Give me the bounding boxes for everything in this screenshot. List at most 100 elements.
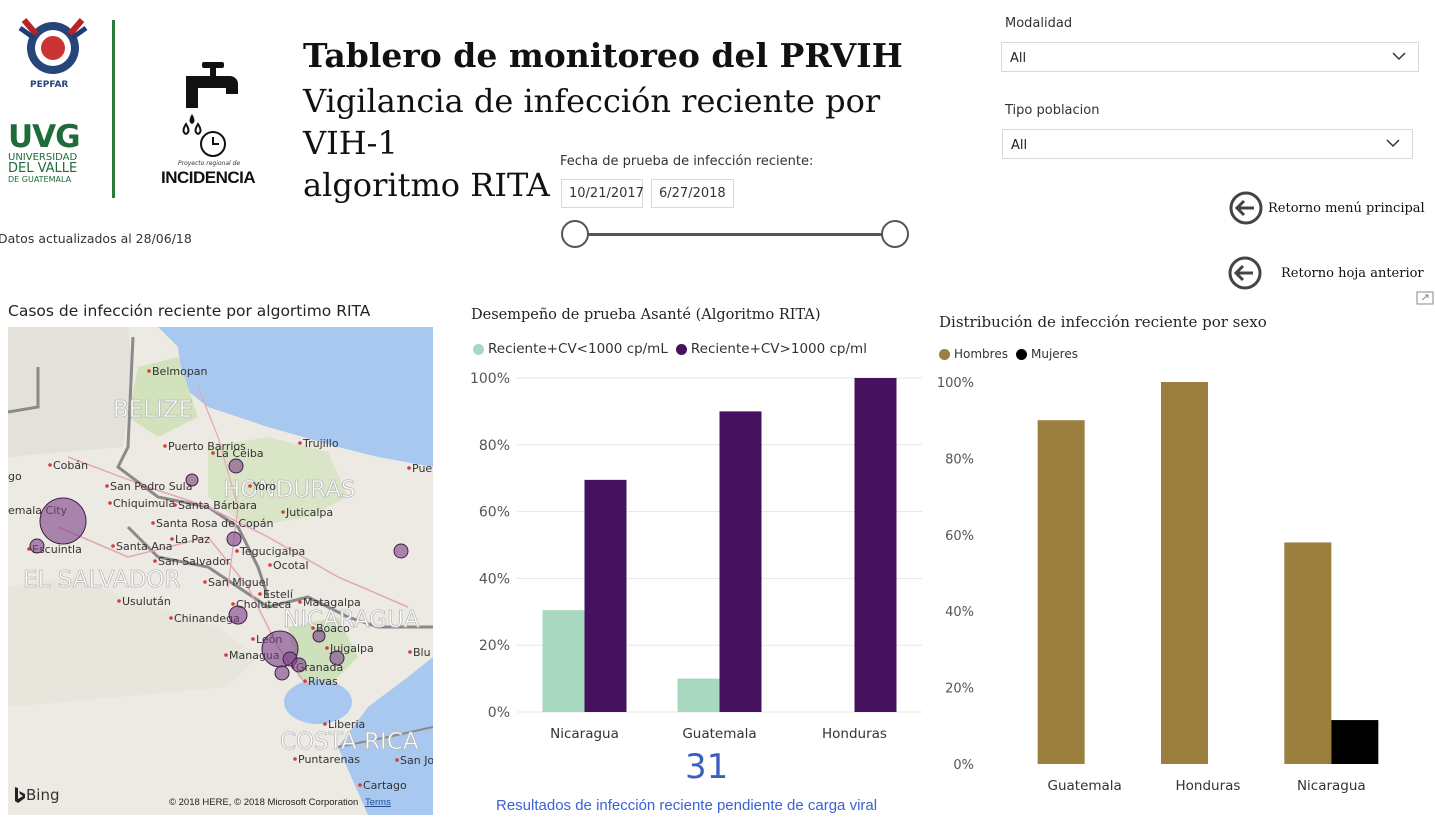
map-bubble[interactable] [291,657,307,673]
map-city-label: San Miguel [208,576,269,589]
map-city-label: Choluteca [236,598,291,611]
arrow-left-circle-icon [1229,191,1263,225]
y-tick-label: 80% [945,452,974,467]
legend-item[interactable]: Hombres [939,347,1008,361]
map-terms-link[interactable]: Terms [364,797,391,808]
bar[interactable] [1037,420,1085,764]
map-city-label: Santa Ana [116,540,172,553]
arrow-left-circle-icon [1228,256,1262,290]
y-tick-label: 20% [479,638,510,654]
legend-item[interactable]: Reciente+CV>1000 cp/ml [675,341,867,357]
uvg-line2: DEL VALLE [8,161,78,176]
map-city-label: go [8,470,22,483]
map-bubble[interactable] [329,650,345,666]
map-city-label: Puntarenas [298,753,360,766]
map-city-dot [170,537,174,541]
map-city-label: Belmopan [152,365,208,378]
map-city-label: Chinandega [174,612,240,625]
bar[interactable] [1331,720,1379,764]
map-city-label: San Jo [400,754,433,767]
map-city-dot [224,653,228,657]
y-tick-label: 80% [479,438,510,454]
map-city-label: La Paz [175,533,210,546]
date-slicer-label: Fecha de prueba de infección reciente: [560,154,814,169]
return-main-menu-button[interactable]: Retorno menú principal [1228,190,1425,226]
map-city-dot [235,549,239,553]
map-bubble[interactable] [312,629,326,643]
bar[interactable] [542,610,585,712]
return-previous-sheet-button[interactable]: Retorno hoja anterior [1227,255,1424,291]
map-bubble[interactable] [393,543,409,559]
y-tick-label: 100% [937,376,974,391]
map-country-label: BELIZE [113,397,193,423]
modalidad-dropdown[interactable]: All [1001,42,1419,72]
uvg-text: UVG [8,119,81,155]
map-city-label: Cartago [363,779,407,792]
date-to-input[interactable]: 6/27/2018 [651,179,734,208]
map-city-dot [293,757,297,761]
legend-swatch [939,348,950,360]
map-city-dot [48,463,52,467]
bar[interactable] [584,479,627,712]
date-range-start-handle[interactable] [561,220,589,248]
perf-chart[interactable]: 0% 20% 40% 60% 80% 100% Nicaragua Guatemala Hond… [466,362,932,747]
bar[interactable] [677,678,720,712]
map-country-label: HONDURAS [223,477,356,503]
date-range-track[interactable] [575,233,896,236]
date-range-end-handle[interactable] [881,220,909,248]
y-tick-label: 0% [953,758,974,773]
map-bubble[interactable] [185,473,199,487]
map-city-dot [298,600,302,604]
bar[interactable] [719,411,762,712]
faucet-icon [182,62,238,157]
perf-chart-title: Desempeño de prueba Asanté (Algoritmo RI… [471,307,821,323]
map-city-dot [298,441,302,445]
bing-icon [15,787,25,803]
uvg-logo: UVG UNIVERSIDAD DEL VALLE DE GUATEMALA [8,122,98,197]
map-city-dot [105,484,109,488]
map-city-label: Matagalpa [303,596,361,609]
map-city-label: Liberia [328,718,365,731]
map-city-label: Rivas [308,675,338,688]
map-city-label: Estelí [263,588,294,601]
map-city-dot [108,501,112,505]
sex-chart-title: Distribución de infección reciente por s… [939,313,1267,331]
map-city-dot [251,637,255,641]
date-from-input[interactable]: 10/21/2017 [561,179,644,208]
bar[interactable] [854,378,897,712]
map-city-dot [358,783,362,787]
legend-item[interactable]: Reciente+CV<1000 cp/mL [473,341,668,357]
y-tick-label: 60% [945,529,974,544]
subtitle-line1: Vigilancia de infección reciente por VIH… [303,82,881,162]
map-city-dot [408,650,412,654]
map-bubble[interactable] [39,497,87,545]
chevron-down-icon [1386,139,1400,148]
sex-chart[interactable]: 0% 20% 40% 60% 80% 100% Guatemala Honduras Nicar… [934,368,1404,800]
map-country-label: EL SALVADOR [23,567,181,593]
legend-item[interactable]: Mujeres [1015,347,1078,361]
map-visual[interactable]: BELIZE HONDURAS EL SALVADOR NICARAGUA COSTA … [8,327,433,815]
x-tick-label: Guatemala [682,726,756,742]
map-city-dot [258,592,262,596]
map-city-dot [325,646,329,650]
map-city-dot [407,466,411,470]
incidencia-logo: Proyecto regional de INCIDENCIA [158,60,256,188]
map-city-dot [323,722,327,726]
map-city-dot [268,563,272,567]
map-bubble[interactable] [228,605,248,625]
tipo-poblacion-dropdown[interactable]: All [1002,129,1413,159]
legend-label: Hombres [954,347,1008,361]
map-bubble[interactable] [29,538,45,554]
map-city-dot [211,451,215,455]
focus-mode-icon[interactable] [1416,291,1434,305]
bar[interactable] [1161,382,1208,764]
y-tick-label: 20% [945,682,974,697]
y-tick-label: 0% [488,705,510,721]
map-bubble[interactable] [228,458,244,474]
legend-label: Reciente+CV<1000 cp/mL [488,341,668,357]
map-country-label: NICARAGUA [283,607,420,633]
map-city-label: Pue [412,462,432,475]
map-bubble[interactable] [274,665,290,681]
map-bubble[interactable] [226,531,242,547]
bar[interactable] [1284,542,1332,764]
